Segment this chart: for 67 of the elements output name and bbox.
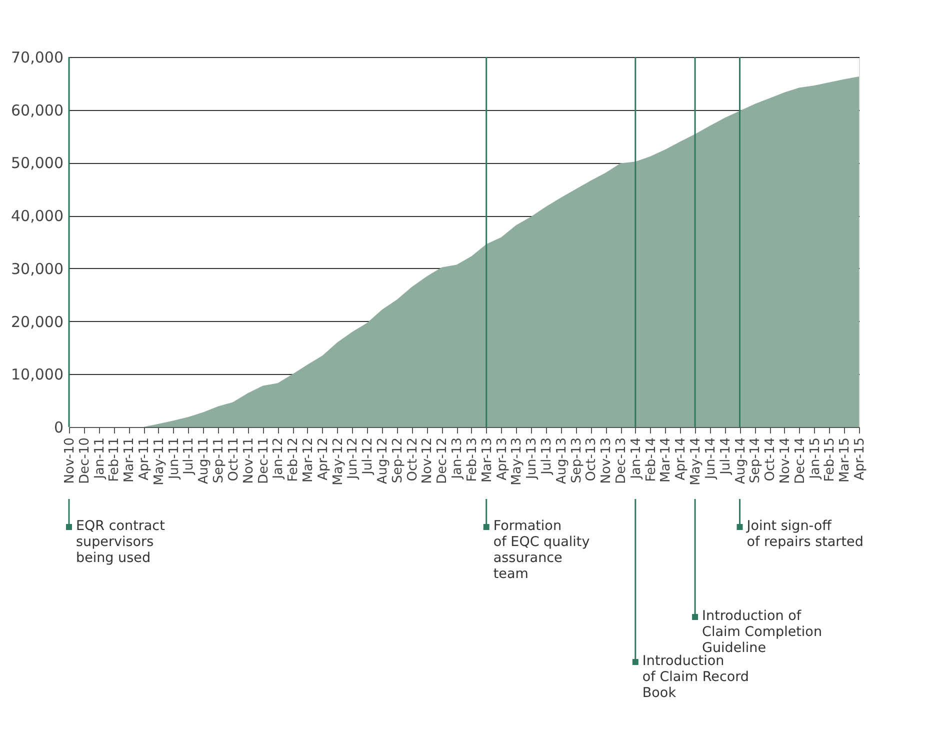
x-tick-label: Nov-14 — [778, 438, 793, 484]
x-tick-label: Jul-12 — [360, 438, 376, 476]
x-tick-label: Jun-14 — [703, 438, 718, 480]
legend-label: Formation of EQC quality assurance team — [493, 518, 590, 582]
x-tick-label: Nov-11 — [241, 438, 256, 484]
x-tick-label: Jul-13 — [539, 438, 554, 476]
x-tick-label: Apr-13 — [494, 438, 510, 480]
x-tick-label: Dec-11 — [256, 438, 272, 484]
x-tick-label: Sep-12 — [390, 438, 406, 484]
x-tick-label: Nov-12 — [420, 438, 436, 484]
y-tick-label: 0 — [54, 418, 64, 436]
x-tick-label: Jan-15 — [808, 438, 823, 480]
x-tick-label: Apr-15 — [852, 438, 868, 480]
y-tick-label: 40,000 — [11, 207, 64, 226]
x-tick-label: Apr-12 — [316, 438, 331, 480]
y-tick-label: 20,000 — [11, 312, 64, 331]
y-tick-label: 30,000 — [11, 260, 64, 278]
x-tick-label: May-14 — [688, 438, 704, 486]
x-tick-label: Dec-12 — [435, 438, 450, 484]
x-tick-label: Sep-13 — [569, 438, 584, 484]
x-tick-label: Jan-14 — [628, 438, 644, 480]
x-tick-label: Jun-13 — [524, 438, 540, 480]
y-tick-label: 50,000 — [11, 154, 64, 172]
x-tick-label: Oct-13 — [584, 438, 600, 482]
x-tick-label: May-11 — [152, 438, 167, 486]
x-tick-label: Dec-10 — [77, 438, 92, 484]
x-tick-label: May-13 — [510, 438, 525, 486]
x-tick-label: Jul-14 — [718, 438, 734, 476]
x-tick-label: Mar-11 — [122, 438, 138, 482]
x-tick-label: Feb-14 — [644, 438, 659, 482]
x-tick-label: Aug-12 — [376, 438, 391, 484]
x-tick-label: Nov-10 — [62, 438, 78, 484]
x-tick-label: Oct-12 — [405, 438, 420, 482]
x-tick-label: Mar-14 — [658, 438, 674, 482]
x-tick-label: May-12 — [330, 438, 346, 486]
x-tick-label: Apr-11 — [137, 438, 152, 480]
x-tick-label: Mar-15 — [838, 438, 853, 482]
x-tick-label: Aug-13 — [554, 438, 570, 484]
x-tick-label: Jun-12 — [346, 438, 361, 480]
legend-label: EQR contract supervisors being used — [76, 518, 165, 566]
x-tick-label: Aug-14 — [733, 438, 748, 484]
x-tick-label: Feb-13 — [464, 438, 480, 482]
x-tick-label: Dec-14 — [792, 438, 808, 484]
x-tick-label: Sep-11 — [212, 438, 227, 484]
x-tick-label: Oct-11 — [226, 438, 242, 482]
x-tick-label: Feb-11 — [107, 438, 122, 482]
x-tick-label: Jun-11 — [166, 438, 182, 480]
x-tick-label: Feb-12 — [286, 438, 302, 482]
x-tick-label: Jan-12 — [271, 438, 286, 480]
x-tick-label: Apr-14 — [674, 438, 689, 480]
y-tick-label: 60,000 — [11, 101, 64, 120]
x-tick-label: Oct-14 — [763, 438, 778, 482]
x-tick-label: Nov-13 — [599, 438, 614, 484]
legend-label: Introduction of Claim Record Book — [642, 653, 750, 701]
x-tick-label: Sep-14 — [748, 438, 764, 484]
x-tick-label: Feb-15 — [822, 438, 838, 482]
x-tick-label: Jul-11 — [182, 438, 197, 476]
y-tick-label: 10,000 — [11, 366, 64, 384]
x-tick-label: Aug-11 — [196, 438, 212, 484]
x-tick-label: Jan-11 — [92, 438, 108, 480]
x-tick-label: Dec-13 — [614, 438, 630, 484]
y-tick-label: 70,000 — [11, 48, 64, 66]
x-tick-label: Mar-12 — [300, 438, 316, 482]
legend-label: Joint sign-off of repairs started — [746, 518, 864, 550]
legend-label: Introduction of Claim Completion Guideline — [702, 608, 822, 656]
x-tick-label: Jan-13 — [450, 438, 466, 480]
x-tick-label: Mar-13 — [480, 438, 495, 482]
